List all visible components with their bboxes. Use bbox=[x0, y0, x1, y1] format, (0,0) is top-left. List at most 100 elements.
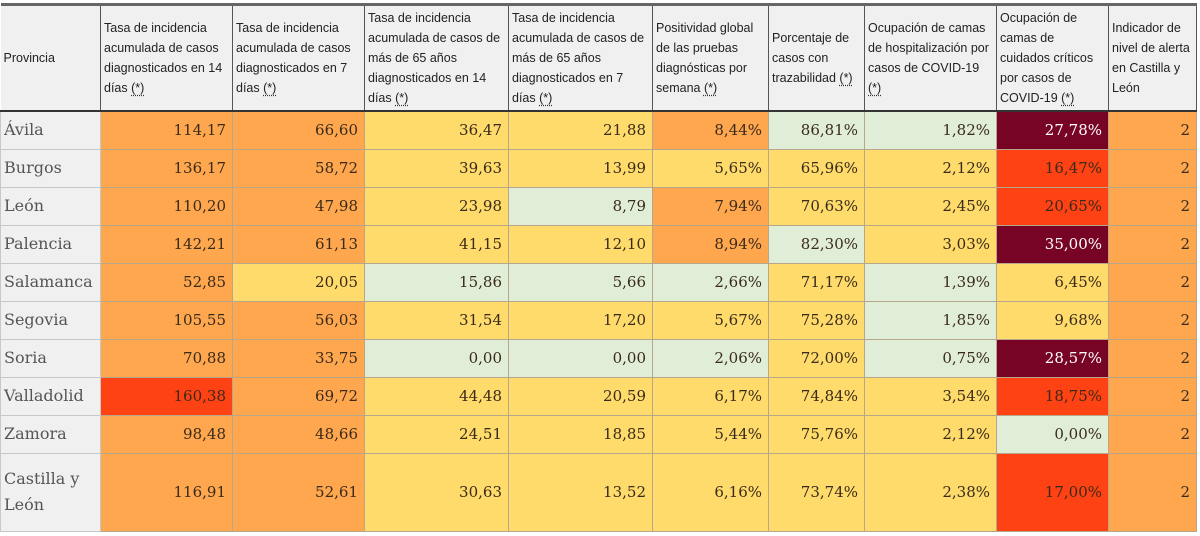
table-row: Zamora 98,48 48,66 24,51 18,85 5,44% 75,76% 2,1… bbox=[0, 414, 1197, 454]
cell-nivel-alerta: 2 bbox=[1108, 452, 1197, 532]
footnote-link[interactable]: (*) bbox=[839, 71, 853, 85]
column-header-incidencia-65-14d: Tasa de incidencia acumulada de casos de… bbox=[364, 3, 509, 112]
footnote-link[interactable]: (*) bbox=[868, 81, 882, 95]
cell-incidencia-65-7d: 17,20 bbox=[508, 300, 653, 340]
province-name: Castilla y León bbox=[0, 452, 101, 532]
cell-incidencia-65-14d: 0,00 bbox=[364, 338, 509, 378]
cell-incidencia-7d: 56,03 bbox=[232, 300, 365, 340]
cell-incidencia-65-14d: 44,48 bbox=[364, 376, 509, 416]
cell-nivel-alerta: 2 bbox=[1108, 186, 1197, 226]
cell-ocupacion-hospital: 2,12% bbox=[864, 148, 997, 188]
cell-incidencia-7d: 47,98 bbox=[232, 186, 365, 226]
cell-ocupacion-uci: 18,75% bbox=[996, 376, 1109, 416]
cell-ocupacion-hospital: 1,85% bbox=[864, 300, 997, 340]
header-row: Provincia Tasa de incidencia acumulada de… bbox=[0, 3, 1197, 112]
cell-ocupacion-hospital: 3,54% bbox=[864, 376, 997, 416]
cell-positividad: 7,94% bbox=[652, 186, 769, 226]
cell-trazabilidad: 74,84% bbox=[768, 376, 865, 416]
cell-incidencia-7d: 69,72 bbox=[232, 376, 365, 416]
cell-incidencia-65-14d: 36,47 bbox=[364, 110, 509, 150]
cell-incidencia-65-7d: 0,00 bbox=[508, 338, 653, 378]
column-header-label: Porcentaje de casos con trazabilidad bbox=[772, 31, 850, 85]
table-row: Palencia 142,21 61,13 41,15 12,10 8,94% 82,30%… bbox=[0, 224, 1197, 264]
cell-incidencia-7d: 61,13 bbox=[232, 224, 365, 264]
cell-trazabilidad: 75,76% bbox=[768, 414, 865, 454]
cell-incidencia-65-14d: 24,51 bbox=[364, 414, 509, 454]
table-row: Soria 70,88 33,75 0,00 0,00 2,06% 72,00% 0,75% 2… bbox=[0, 338, 1197, 378]
province-name: Soria bbox=[0, 338, 101, 378]
column-header-incidencia-65-7d: Tasa de incidencia acumulada de casos de… bbox=[508, 3, 653, 112]
cell-incidencia-65-7d: 5,66 bbox=[508, 262, 653, 302]
footnote-link[interactable]: (*) bbox=[539, 91, 553, 105]
covid-indicators-table: Provincia Tasa de incidencia acumulada de… bbox=[0, 3, 1197, 532]
cell-incidencia-65-7d: 13,52 bbox=[508, 452, 653, 532]
cell-incidencia-14d: 142,21 bbox=[100, 224, 233, 264]
cell-incidencia-7d: 52,61 bbox=[232, 452, 365, 532]
cell-incidencia-7d: 66,60 bbox=[232, 110, 365, 150]
cell-ocupacion-uci: 0,00% bbox=[996, 414, 1109, 454]
cell-trazabilidad: 72,00% bbox=[768, 338, 865, 378]
column-header-label: Tasa de incidencia acumulada de casos di… bbox=[104, 21, 223, 95]
province-name: Valladolid bbox=[0, 376, 101, 416]
footnote-link[interactable]: (*) bbox=[395, 91, 409, 105]
column-header-incidencia-7d: Tasa de incidencia acumulada de casos di… bbox=[232, 3, 365, 112]
footnote-link[interactable]: (*) bbox=[703, 81, 718, 95]
cell-incidencia-65-7d: 20,59 bbox=[508, 376, 653, 416]
cell-incidencia-7d: 58,72 bbox=[232, 148, 365, 188]
cell-ocupacion-uci: 17,00% bbox=[996, 452, 1109, 532]
column-header-label: Ocupación de camas de cuidados críticos … bbox=[1000, 11, 1094, 105]
table-row: Ávila 114,17 66,60 36,47 21,88 8,44% 86,81% 1,8… bbox=[0, 110, 1197, 150]
cell-ocupacion-hospital: 0,75% bbox=[864, 338, 997, 378]
table-row: León 110,20 47,98 23,98 8,79 7,94% 70,63% 2,45%… bbox=[0, 186, 1197, 226]
cell-incidencia-65-7d: 21,88 bbox=[508, 110, 653, 150]
cell-positividad: 8,44% bbox=[652, 110, 769, 150]
table-row: Valladolid 160,38 69,72 44,48 20,59 6,17% 74,8… bbox=[0, 376, 1197, 416]
cell-incidencia-14d: 52,85 bbox=[100, 262, 233, 302]
cell-positividad: 2,06% bbox=[652, 338, 769, 378]
footnote-link[interactable]: (*) bbox=[263, 81, 277, 95]
cell-trazabilidad: 82,30% bbox=[768, 224, 865, 264]
column-header-incidencia-14d: Tasa de incidencia acumulada de casos di… bbox=[100, 3, 233, 112]
table-row: Burgos 136,17 58,72 39,63 13,99 5,65% 65,96% 2,… bbox=[0, 148, 1197, 188]
cell-incidencia-65-7d: 18,85 bbox=[508, 414, 653, 454]
cell-incidencia-14d: 116,91 bbox=[100, 452, 233, 532]
table-row: Salamanca 52,85 20,05 15,86 5,66 2,66% 71,17% 1… bbox=[0, 262, 1197, 302]
cell-positividad: 6,17% bbox=[652, 376, 769, 416]
province-name: Ávila bbox=[0, 110, 101, 150]
cell-incidencia-65-14d: 30,63 bbox=[364, 452, 509, 532]
province-name: Burgos bbox=[0, 148, 101, 188]
cell-trazabilidad: 86,81% bbox=[768, 110, 865, 150]
cell-incidencia-65-14d: 23,98 bbox=[364, 186, 509, 226]
cell-ocupacion-uci: 6,45% bbox=[996, 262, 1109, 302]
cell-incidencia-65-14d: 15,86 bbox=[364, 262, 509, 302]
cell-incidencia-14d: 114,17 bbox=[100, 110, 233, 150]
cell-ocupacion-hospital: 2,38% bbox=[864, 452, 997, 532]
column-header-nivel-alerta: Indicador de nivel de alerta en Castilla… bbox=[1108, 3, 1197, 112]
cell-nivel-alerta: 2 bbox=[1108, 414, 1197, 454]
province-name: León bbox=[0, 186, 101, 226]
cell-trazabilidad: 70,63% bbox=[768, 186, 865, 226]
cell-nivel-alerta: 2 bbox=[1108, 300, 1197, 340]
cell-incidencia-14d: 160,38 bbox=[100, 376, 233, 416]
table-row-total: Castilla y León 116,91 52,61 30,63 13,52 6,16… bbox=[0, 452, 1197, 532]
province-name: Salamanca bbox=[0, 262, 101, 302]
cell-nivel-alerta: 2 bbox=[1108, 262, 1197, 302]
cell-positividad: 5,67% bbox=[652, 300, 769, 340]
cell-ocupacion-hospital: 1,82% bbox=[864, 110, 997, 150]
column-header-ocupacion-uci: Ocupación de camas de cuidados críticos … bbox=[996, 3, 1109, 112]
cell-positividad: 8,94% bbox=[652, 224, 769, 264]
footnote-link[interactable]: (*) bbox=[1061, 91, 1075, 105]
column-header-label: Tasa de incidencia acumulada de casos de… bbox=[368, 11, 501, 105]
cell-ocupacion-uci: 16,47% bbox=[996, 148, 1109, 188]
footnote-link[interactable]: (*) bbox=[131, 81, 145, 95]
cell-ocupacion-uci: 20,65% bbox=[996, 186, 1109, 226]
cell-trazabilidad: 71,17% bbox=[768, 262, 865, 302]
cell-incidencia-14d: 110,20 bbox=[100, 186, 233, 226]
cell-incidencia-65-7d: 12,10 bbox=[508, 224, 653, 264]
cell-positividad: 5,44% bbox=[652, 414, 769, 454]
column-header-label: Indicador de nivel de alerta en Castilla… bbox=[1112, 21, 1190, 95]
cell-nivel-alerta: 2 bbox=[1108, 148, 1197, 188]
cell-incidencia-7d: 33,75 bbox=[232, 338, 365, 378]
cell-incidencia-65-7d: 13,99 bbox=[508, 148, 653, 188]
column-header-label: Tasa de incidencia acumulada de casos de… bbox=[512, 11, 645, 105]
